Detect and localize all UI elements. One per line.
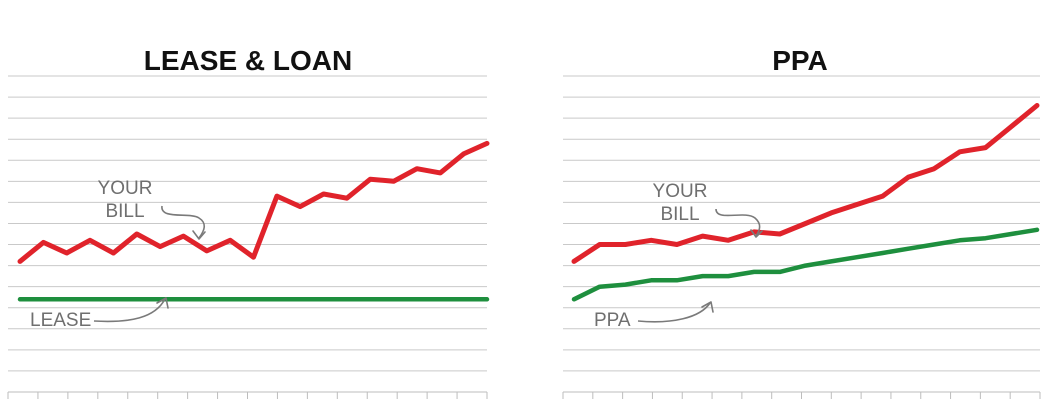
label-ppa: PPA xyxy=(594,310,631,331)
arrow-your-bill-right xyxy=(715,208,761,237)
lease-loan-chart: LEASE & LOAN YOUR BILL LEASE xyxy=(7,45,490,399)
arrowhead-your-bill-left xyxy=(192,230,206,240)
label-your-bill-right-line2: BILL xyxy=(660,204,699,225)
arrow-ppa xyxy=(637,302,711,323)
label-lease: LEASE xyxy=(30,310,91,331)
label-your-bill-left-line1: YOUR xyxy=(98,178,153,199)
x-ticks-ppa xyxy=(562,392,1041,399)
chart-title-lease-loan: LEASE & LOAN xyxy=(144,45,352,76)
arrowhead-ppa xyxy=(701,301,714,313)
arrow-your-bill-left xyxy=(161,205,206,239)
label-your-bill-right-line1: YOUR xyxy=(653,181,708,202)
chart-title-ppa: PPA xyxy=(772,45,828,76)
arrowhead-your-bill-right xyxy=(750,229,763,238)
series-lease-loan xyxy=(17,140,490,302)
ppa-chart: PPA YOUR BILL PPA xyxy=(562,45,1041,399)
label-your-bill-left-line2: BILL xyxy=(105,201,144,222)
series-line-your-bill xyxy=(17,140,490,264)
series-ppa xyxy=(571,103,1040,302)
arrow-lease xyxy=(93,298,166,323)
arrowhead-lease xyxy=(156,297,169,309)
series-line-ppa xyxy=(571,227,1040,302)
grid-ppa xyxy=(563,75,1040,393)
series-line-your-bill xyxy=(571,103,1040,264)
grid-lease-loan xyxy=(8,75,487,393)
x-ticks-lease-loan xyxy=(7,392,488,399)
